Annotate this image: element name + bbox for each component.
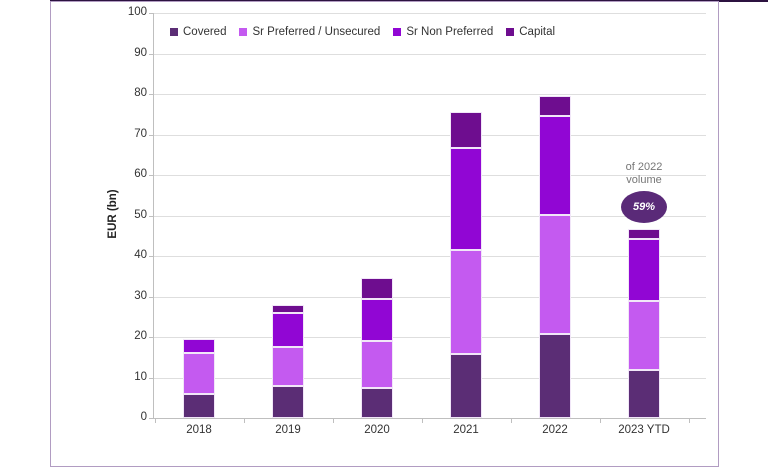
x-axis-category-label: 2023 YTD [618,424,670,436]
y-axis-tick [149,53,153,55]
x-axis-category-label: 2019 [275,424,301,436]
bar-segment [272,312,304,348]
y-axis-tick-label: 0 [140,411,147,423]
bar-segment [450,148,482,250]
y-axis-tick-label: 70 [134,127,147,140]
y-axis-tick-label: 80 [134,87,147,99]
legend-swatch-icon [506,28,515,36]
legend-item: Covered [170,26,226,38]
annotation-line1: of 2022 [625,161,663,173]
bar-segment [361,387,393,418]
bar-segment [628,300,660,371]
y-axis-title: EUR (bn) [107,189,119,239]
gridline [153,134,706,136]
y-axis-tick [149,296,153,298]
y-axis-tick-label: 60 [134,168,147,180]
bar-segment [183,339,215,354]
x-axis-tick [510,419,512,423]
gridline [153,337,706,338]
y-axis-tick-label: 50 [134,208,147,221]
y-axis-tick [149,377,153,379]
y-axis-tick-label: 30 [134,289,147,302]
bar-segment [539,115,571,216]
bar-segment [272,347,304,387]
bar-segment [628,238,660,301]
y-axis-tick [149,337,153,338]
x-axis-category-label: 2018 [186,424,212,436]
chart-legend: Covered Sr Preferred / Unsecured Sr Non Pr… [170,26,555,38]
bar-segment [450,111,482,149]
x-axis-tick [688,419,690,423]
bar-segment [361,298,393,342]
y-axis-line [153,13,154,418]
x-axis-category-label: 2020 [364,424,390,436]
x-axis-tick [332,419,334,423]
bar-segment [628,229,660,239]
gridline [153,13,706,14]
legend-label: Sr Non Preferred [406,26,494,38]
legend-item: Sr Preferred / Unsecured [239,26,380,38]
gridline [153,53,706,55]
legend-swatch-icon [170,28,178,36]
gridline [153,256,706,257]
gridline [153,94,706,95]
legend-label: Sr Preferred / Unsecured [252,26,381,38]
y-axis-tick [149,94,153,95]
bar-segment [539,215,571,335]
y-axis-tick [149,215,153,217]
x-axis-category-label: 2021 [453,424,479,436]
bar-segment [272,386,304,418]
bar-segment [450,354,482,418]
y-axis-tick [149,418,153,419]
y-axis-tick-label: 20 [134,330,147,342]
y-axis-tick [149,134,153,136]
x-axis-tick [243,419,245,423]
y-axis-tick-label: 10 [134,370,147,383]
x-axis-tick [154,419,156,423]
gridline [153,296,706,298]
legend-swatch-icon [393,28,402,36]
bar-segment [361,278,393,299]
legend-label: Capital [519,26,556,38]
legend-item: Sr Non Preferred [393,26,493,38]
y-axis-tick-label: 100 [127,6,147,18]
x-axis-line [153,418,706,419]
bar-segment [628,370,660,418]
legend-item: Capital [506,26,555,38]
gridline [153,215,706,217]
bar-segment [539,334,571,418]
annotation-line2: volume [626,174,662,186]
annotation-badge: 59% [621,191,667,223]
y-axis-tick-label: 40 [134,249,147,261]
x-axis-tick [421,419,423,423]
y-axis-tick [149,13,153,14]
y-axis-tick [149,175,153,176]
x-axis-tick [599,419,601,423]
gridline [153,377,706,379]
bar-segment [361,341,393,388]
legend-swatch-icon [239,28,248,36]
bar-segment [272,304,304,313]
y-axis-tick-label: 90 [134,46,147,59]
gridline [153,175,706,176]
bar-segment [183,393,215,418]
bar-segment [539,95,571,116]
bar-segment [450,249,482,354]
legend-label: Covered [183,26,227,38]
bar-segment [183,353,215,394]
y-axis-tick [149,256,153,257]
x-axis-category-label: 2022 [542,424,568,436]
